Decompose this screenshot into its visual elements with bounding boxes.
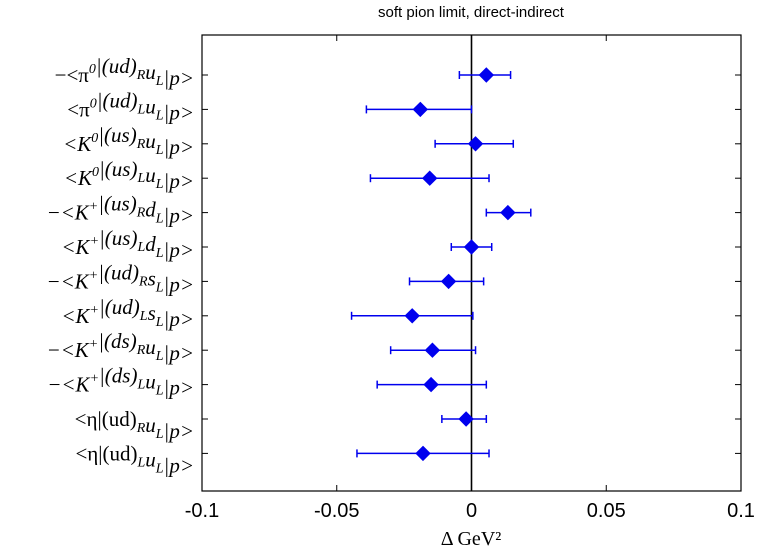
- category-label: −<π0|(ud)RuL|p>: [55, 54, 194, 90]
- data-point: [424, 342, 441, 358]
- category-label: <π0|(ud)LuL|p>: [67, 88, 194, 124]
- x-tick-label: -0.1: [185, 500, 219, 522]
- data-point: [463, 239, 480, 255]
- category-label: −<K+|(ds)RuL|p>: [46, 329, 194, 365]
- category-label: −<K+|(us)RdL|p>: [46, 192, 194, 228]
- category-label: <η|(ud)RuL|p>: [75, 407, 194, 443]
- x-axis-label: Δ GeV²: [441, 528, 502, 550]
- category-label: −<K+|(ds)LuL|p>: [47, 364, 194, 400]
- data-point: [478, 67, 495, 83]
- data-point: [422, 170, 438, 186]
- data-point: [423, 376, 439, 393]
- data-point: [458, 411, 474, 427]
- data-point: [415, 445, 431, 462]
- category-label: <K0|(us)RuL|p>: [63, 123, 194, 159]
- category-label: −<K+|(ud)RsL|p>: [46, 260, 194, 296]
- x-tick-label: -0.05: [314, 500, 360, 522]
- x-tick-label: 0: [466, 500, 477, 522]
- category-label: <K+|(ud)LsL|p>: [61, 295, 194, 331]
- category-label: <K+|(us)LdL|p>: [61, 226, 194, 262]
- data-point: [412, 101, 429, 118]
- category-label: <η|(ud)LuL|p>: [75, 441, 194, 477]
- data-point: [404, 308, 420, 324]
- data-point: [467, 136, 484, 152]
- chart-title: soft pion limit, direct-indirect: [378, 4, 565, 21]
- x-tick-label: 0.05: [587, 500, 626, 522]
- x-tick-label: 0.1: [727, 500, 755, 522]
- category-label: <K0|(us)LuL|p>: [64, 157, 194, 193]
- data-point: [440, 273, 457, 290]
- data-point: [500, 204, 516, 221]
